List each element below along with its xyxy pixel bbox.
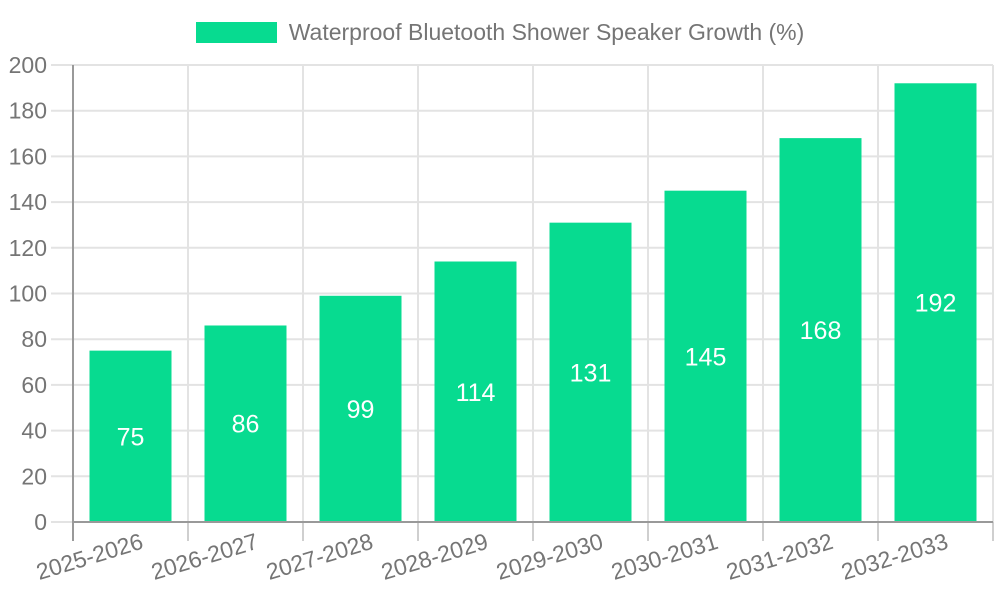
y-tick-label: 120 <box>9 235 47 261</box>
y-tick-label: 20 <box>21 463 47 489</box>
y-tick-label: 60 <box>21 372 47 398</box>
bar-value-label: 131 <box>570 359 612 387</box>
y-tick-label: 0 <box>34 509 47 535</box>
x-tick-label: 2030-2031 <box>608 528 721 585</box>
x-tick-label: 2025-2026 <box>33 528 146 585</box>
y-tick-label: 40 <box>21 418 47 444</box>
bar <box>779 138 862 522</box>
bar <box>434 261 517 522</box>
bar <box>319 295 402 522</box>
bar <box>204 325 287 522</box>
y-tick-label: 100 <box>9 281 47 307</box>
bar <box>894 83 977 522</box>
x-tick-label: 2026-2027 <box>148 528 261 585</box>
bar-value-label: 114 <box>456 379 496 407</box>
x-tick-label: 2029-2030 <box>493 528 606 585</box>
bar-value-label: 86 <box>232 411 260 439</box>
bar-value-label: 75 <box>117 423 145 451</box>
y-tick-label: 160 <box>9 143 47 169</box>
bar <box>549 222 632 523</box>
y-tick-label: 200 <box>9 52 47 78</box>
bar-value-label: 168 <box>800 317 842 345</box>
y-tick-label: 140 <box>9 189 47 215</box>
x-tick-label: 2032-2033 <box>838 528 951 585</box>
y-tick-label: 180 <box>9 98 47 124</box>
bar-value-label: 99 <box>347 396 375 424</box>
y-tick-label: 80 <box>21 326 47 352</box>
x-tick-label: 2031-2032 <box>723 528 836 585</box>
bar-value-label: 192 <box>915 290 957 318</box>
bar <box>664 190 747 523</box>
x-tick-label: 2027-2028 <box>263 528 376 585</box>
bar-value-label: 145 <box>685 343 727 371</box>
bar <box>89 350 172 522</box>
x-tick-label: 2028-2029 <box>378 528 491 585</box>
